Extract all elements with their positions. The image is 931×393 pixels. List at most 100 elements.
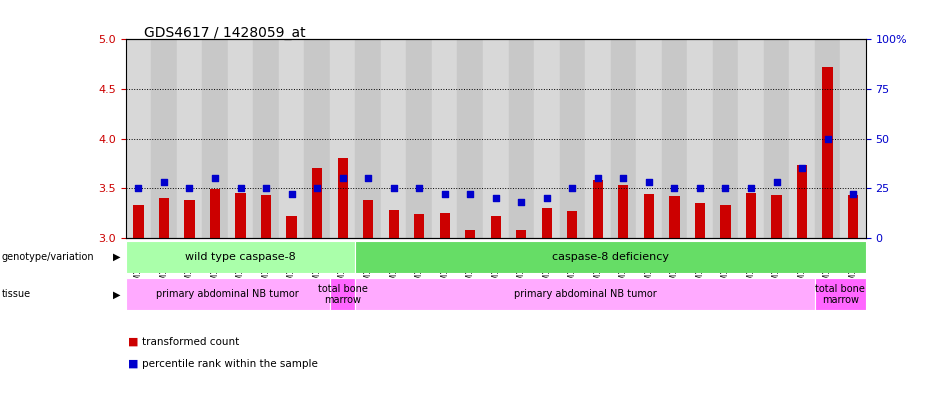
Bar — [516, 230, 526, 238]
Point — [539, 195, 554, 201]
Bar — [228, 39, 253, 238]
Bar — [304, 39, 330, 238]
Bar — [439, 213, 450, 238]
Bar — [789, 39, 815, 238]
Point — [794, 165, 809, 171]
Bar — [695, 203, 705, 238]
Bar — [133, 205, 143, 238]
Point — [360, 175, 375, 181]
Bar — [253, 39, 278, 238]
Bar — [738, 39, 763, 238]
Bar — [151, 39, 177, 238]
Bar — [177, 39, 202, 238]
Bar — [126, 39, 151, 238]
Bar — [202, 39, 228, 238]
Bar — [466, 230, 476, 238]
Bar — [338, 158, 348, 238]
Point — [565, 185, 580, 191]
Point — [156, 179, 171, 185]
Text: genotype/variation: genotype/variation — [2, 252, 94, 262]
Text: wild type caspase-8: wild type caspase-8 — [185, 252, 296, 262]
Bar — [159, 198, 169, 238]
Bar — [560, 39, 585, 238]
Bar — [534, 39, 560, 238]
Bar — [508, 39, 534, 238]
Bar — [388, 210, 398, 238]
Bar — [356, 278, 815, 310]
Bar — [330, 278, 356, 310]
Bar — [848, 195, 858, 238]
Text: ■: ■ — [128, 358, 139, 369]
Bar — [184, 200, 195, 238]
Point — [438, 191, 452, 197]
Bar — [491, 216, 501, 238]
Bar — [414, 214, 425, 238]
Bar — [815, 39, 841, 238]
Point — [259, 185, 274, 191]
Point — [845, 191, 860, 197]
Bar — [669, 196, 680, 238]
Point — [820, 135, 835, 141]
Bar — [815, 278, 866, 310]
Text: tissue: tissue — [2, 289, 31, 299]
Bar — [746, 193, 756, 238]
Point — [641, 179, 656, 185]
Text: caspase-8 deficiency: caspase-8 deficiency — [552, 252, 669, 262]
Bar — [713, 39, 738, 238]
Bar — [287, 216, 297, 238]
Bar — [542, 208, 552, 238]
Bar — [330, 39, 356, 238]
Bar — [356, 39, 381, 238]
Bar — [618, 185, 628, 238]
Point — [386, 185, 401, 191]
Text: ▶: ▶ — [113, 252, 120, 262]
Point — [463, 191, 478, 197]
Text: primary abdominal NB tumor: primary abdominal NB tumor — [156, 289, 299, 299]
Point — [233, 185, 248, 191]
Bar — [611, 39, 636, 238]
Bar — [636, 39, 662, 238]
Bar — [363, 200, 373, 238]
Bar — [432, 39, 457, 238]
Bar — [772, 195, 782, 238]
Bar — [585, 39, 611, 238]
Bar — [662, 39, 687, 238]
Bar — [126, 241, 356, 273]
Text: total bone
marrow: total bone marrow — [816, 284, 865, 305]
Bar — [593, 180, 603, 238]
Point — [310, 185, 325, 191]
Bar — [278, 39, 304, 238]
Point — [335, 175, 350, 181]
Point — [284, 191, 299, 197]
Point — [514, 199, 529, 205]
Text: primary abdominal NB tumor: primary abdominal NB tumor — [514, 289, 656, 299]
Bar — [261, 195, 271, 238]
Point — [744, 185, 759, 191]
Bar — [356, 241, 866, 273]
Bar — [126, 278, 330, 310]
Bar — [822, 67, 832, 238]
Point — [769, 179, 784, 185]
Bar — [381, 39, 407, 238]
Bar — [567, 211, 577, 238]
Point — [693, 185, 708, 191]
Point — [590, 175, 605, 181]
Bar — [483, 39, 508, 238]
Bar — [721, 205, 731, 238]
Point — [718, 185, 733, 191]
Bar — [236, 193, 246, 238]
Point — [616, 175, 631, 181]
Point — [667, 185, 681, 191]
Bar — [797, 165, 807, 238]
Point — [131, 185, 146, 191]
Bar — [209, 189, 220, 238]
Bar — [687, 39, 713, 238]
Text: ■: ■ — [128, 337, 139, 347]
Point — [412, 185, 426, 191]
Bar — [407, 39, 432, 238]
Point — [208, 175, 223, 181]
Point — [182, 185, 197, 191]
Text: transformed count: transformed count — [142, 337, 239, 347]
Text: GDS4617 / 1428059_at: GDS4617 / 1428059_at — [144, 26, 306, 40]
Bar — [841, 39, 866, 238]
